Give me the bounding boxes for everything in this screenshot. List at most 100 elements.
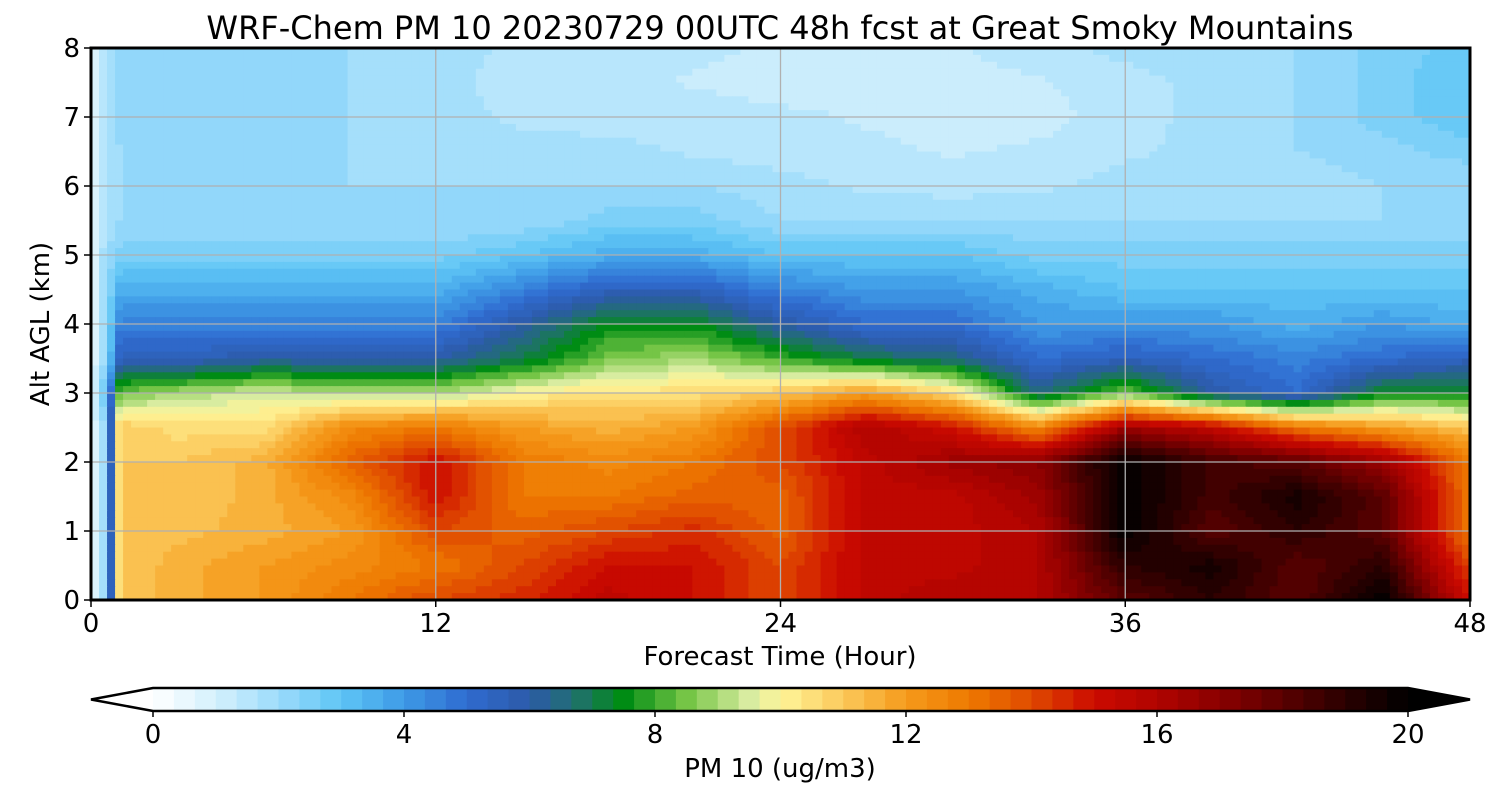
- field-cell: [556, 54, 565, 63]
- field-cell: [1213, 220, 1223, 228]
- field-cell: [395, 48, 405, 56]
- field-cell: [796, 61, 806, 70]
- field-cell: [1173, 199, 1182, 208]
- field-cell: [772, 54, 782, 63]
- field-cell: [1061, 54, 1070, 63]
- field-cell: [1173, 96, 1182, 104]
- field-cell: [1109, 144, 1118, 153]
- field-cell: [307, 172, 317, 180]
- field-cell: [1077, 241, 1086, 249]
- field-cell: [347, 172, 357, 180]
- field-cell: [716, 206, 725, 215]
- field-cell: [1093, 144, 1102, 153]
- field-cell: [1309, 110, 1319, 118]
- field-cell: [724, 89, 733, 97]
- field-cell: [1004, 137, 1014, 146]
- field-cell: [580, 213, 589, 222]
- field-cell: [523, 82, 533, 90]
- field-cell: [1341, 172, 1351, 180]
- field-cell: [1004, 158, 1014, 166]
- field-cell: [1317, 165, 1327, 173]
- field-cell: [900, 220, 910, 228]
- field-cell: [371, 179, 381, 187]
- field-cell: [932, 82, 942, 90]
- field-cell: [523, 75, 533, 84]
- field-cell: [820, 220, 830, 228]
- field-cell: [1045, 213, 1054, 222]
- field-cell: [1229, 110, 1239, 118]
- field-cell: [1101, 234, 1110, 242]
- field-cell: [980, 137, 990, 146]
- field-cell: [1149, 68, 1158, 77]
- field-cell: [171, 234, 180, 242]
- field-cell: [884, 68, 894, 77]
- field-cell: [1101, 213, 1110, 222]
- field-cell: [916, 96, 926, 104]
- field-cell: [515, 103, 525, 111]
- field-cell: [1101, 54, 1110, 63]
- field-cell: [523, 110, 533, 118]
- field-cell: [243, 89, 252, 97]
- field-cell: [267, 151, 276, 159]
- field-cell: [187, 61, 196, 70]
- field-cell: [1013, 89, 1022, 97]
- field-cell: [1085, 179, 1094, 187]
- field-cell: [996, 123, 1006, 132]
- field-cell: [972, 199, 982, 208]
- field-cell: [1093, 75, 1102, 84]
- field-cell: [411, 179, 421, 187]
- field-cell: [1405, 241, 1415, 249]
- field-cell: [1213, 96, 1223, 104]
- field-cell: [844, 82, 854, 90]
- field-cell: [1437, 61, 1447, 70]
- field-cell: [756, 172, 766, 180]
- field-cell: [91, 234, 100, 242]
- field-cell: [1045, 110, 1054, 118]
- field-cell: [187, 144, 196, 153]
- field-cell: [1269, 199, 1279, 208]
- field-cell: [580, 103, 589, 111]
- field-cell: [1301, 179, 1311, 187]
- field-cell: [1309, 192, 1319, 201]
- field-cell: [307, 123, 317, 132]
- field-cell: [1117, 199, 1126, 208]
- field-cell: [1405, 234, 1415, 242]
- field-cell: [411, 96, 421, 104]
- field-cell: [588, 206, 597, 215]
- field-cell: [1197, 234, 1207, 242]
- field-cell: [1357, 103, 1367, 111]
- field-cell: [1397, 54, 1407, 63]
- field-cell: [403, 82, 413, 90]
- field-cell: [1205, 75, 1215, 84]
- field-cell: [1213, 48, 1223, 56]
- field-cell: [1325, 165, 1335, 173]
- field-cell: [187, 234, 196, 242]
- chart-title: WRF-Chem PM 10 20230729 00UTC 48h fcst a…: [206, 9, 1353, 47]
- field-cell: [379, 213, 389, 222]
- field-cell: [628, 89, 637, 97]
- field-cell: [772, 130, 782, 139]
- field-cell: [1221, 89, 1231, 97]
- field-cell: [636, 227, 645, 235]
- field-cell: [1013, 172, 1022, 180]
- field-cell: [1101, 172, 1110, 180]
- field-cell: [564, 96, 573, 104]
- field-cell: [1389, 61, 1399, 70]
- field-cell: [828, 68, 838, 77]
- field-cell: [1429, 158, 1439, 166]
- field-cell: [1397, 48, 1407, 56]
- field-cell: [107, 241, 116, 249]
- field-cell: [219, 110, 228, 118]
- field-cell: [1333, 199, 1343, 208]
- field-cell: [459, 82, 469, 90]
- field-cell: [1405, 199, 1415, 208]
- field-cell: [956, 117, 966, 125]
- field-cell: [828, 117, 838, 125]
- field-cell: [379, 234, 389, 242]
- field-cell: [243, 117, 252, 125]
- field-cell: [131, 117, 140, 125]
- field-cell: [403, 110, 413, 118]
- field-cell: [427, 213, 437, 222]
- field-cell: [275, 75, 285, 84]
- field-cell: [1045, 206, 1054, 215]
